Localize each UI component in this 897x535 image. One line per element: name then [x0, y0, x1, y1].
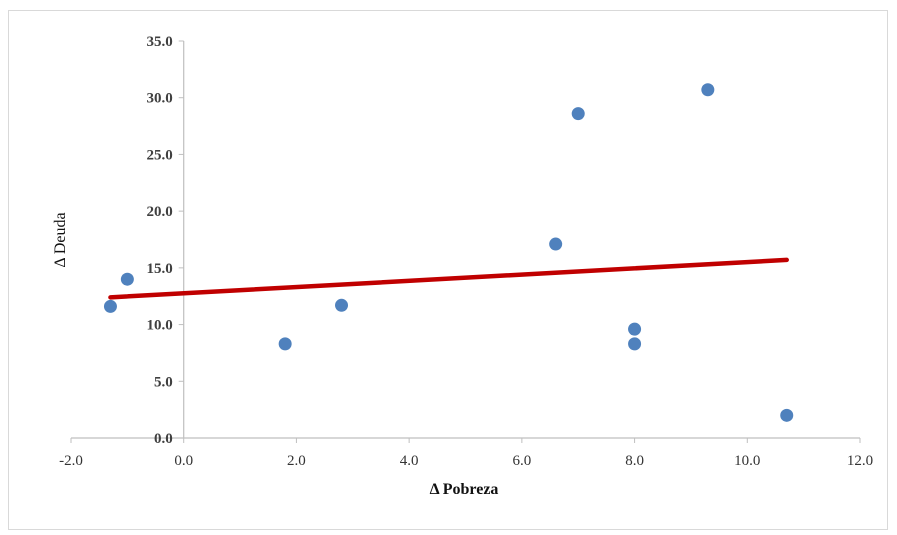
x-axis-title: Δ Pobreza [430, 481, 499, 498]
axes [70, 40, 861, 443]
data-point [628, 322, 642, 336]
y-tick-label: 30.0 [146, 91, 172, 107]
data-point [549, 237, 563, 251]
y-tick-label: 5.0 [154, 374, 173, 390]
data-point [120, 272, 134, 286]
x-tick-label: 8.0 [625, 453, 644, 469]
data-point [335, 298, 349, 312]
x-tick-label: 4.0 [400, 453, 419, 469]
y-tick-label: 35.0 [146, 34, 172, 50]
y-tick-label: 20.0 [146, 204, 172, 220]
data-point [103, 299, 117, 313]
x-tick-label: -2.0 [59, 453, 83, 469]
y-tick-label: 10.0 [146, 318, 172, 334]
chart-frame [8, 10, 888, 530]
y-tick-label: 25.0 [146, 147, 172, 163]
y-axis-title: Δ Deuda [52, 212, 69, 267]
data-point [780, 408, 794, 422]
y-tick-label: 15.0 [146, 261, 172, 277]
x-tick-label: 10.0 [734, 453, 760, 469]
trendline [108, 257, 789, 300]
x-tick-label: 12.0 [847, 453, 873, 469]
data-point [571, 107, 585, 121]
points-layer [103, 83, 794, 422]
data-point [278, 337, 292, 351]
y-tick-label: 0.0 [154, 431, 173, 447]
x-tick-label: 6.0 [512, 453, 531, 469]
data-point [701, 83, 715, 97]
x-tick-label: 2.0 [287, 453, 306, 469]
tick-labels: -2.0 0.0 2.0 4.0 6.0 8.0 10.0 12.0 0.0 5.0 10.0 15.… [59, 34, 873, 469]
data-point [628, 337, 642, 351]
x-tick-label: 0.0 [174, 453, 193, 469]
trendline-layer [108, 257, 789, 300]
